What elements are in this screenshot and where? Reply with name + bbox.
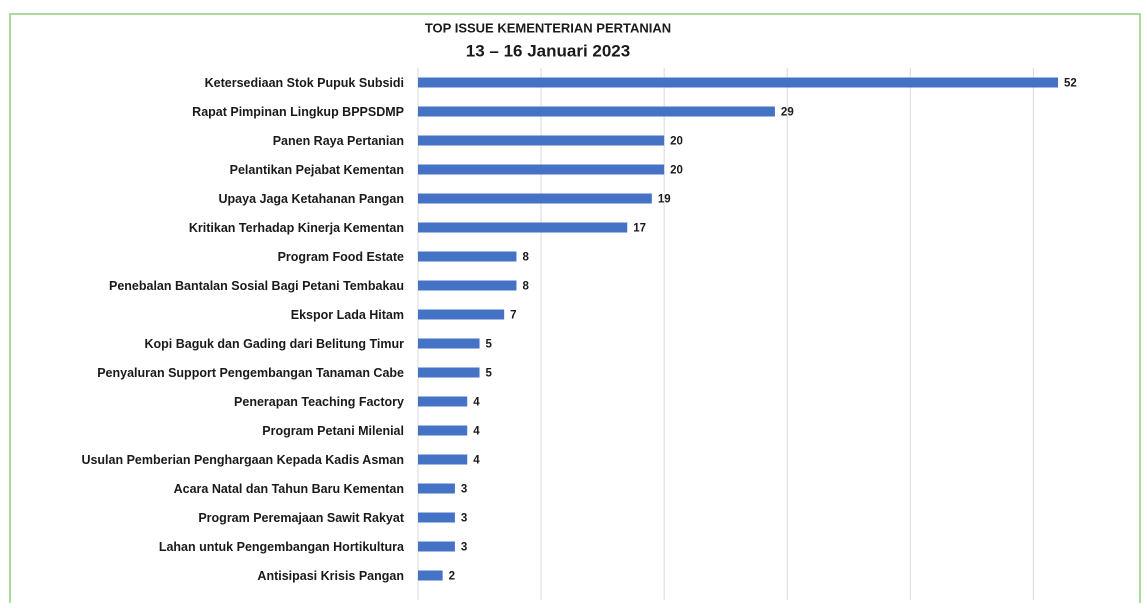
bar [418,77,1058,88]
y-tick-label: Upaya Jaga Ketahanan Pangan [219,192,404,206]
frame [9,13,1141,608]
bar [418,193,652,204]
bar [418,541,455,552]
bar [418,512,455,523]
y-tick-label: Pelantikan Pejabat Kementan [230,163,404,177]
value-label: 3 [461,542,467,554]
chart-subtitle: 13 – 16 Januari 2023 [466,41,630,60]
value-label: 4 [473,397,480,409]
bar [418,251,517,262]
bar [418,309,505,320]
y-tick-label: Antisipasi Krisis Pangan [257,569,404,583]
y-tick-label: Usulan Pemberian Penghargaan Kepada Kadi… [81,453,404,467]
value-label: 5 [486,368,493,380]
y-tick-label: Penebalan Bantalan Sosial Bagi Petani Te… [109,279,404,293]
y-tick-label: Program Petani Milenial [262,424,404,438]
y-tick-label: Penerapan Teaching Factory [234,395,404,409]
y-tick-label: Program Food Estate [278,250,404,264]
bar [418,570,443,581]
value-label: 7 [510,310,516,322]
bar [418,454,468,465]
value-label: 3 [461,484,467,496]
value-label: 29 [781,107,794,119]
bar [418,106,775,117]
bar [418,280,517,291]
y-tick-label: Rapat Pimpinan Lingkup BPPSDMP [192,105,404,119]
y-tick-label: Lahan untuk Pengembangan Hortikultura [159,540,405,554]
y-tick-label: Penyaluran Support Pengembangan Tanaman … [97,366,404,380]
value-label: 4 [473,455,480,467]
y-tick-label: Program Peremajaan Sawit Rakyat [198,511,404,525]
y-tick-label: Kopi Baguk dan Gading dari Belitung Timu… [144,337,404,351]
y-tick-label: Panen Raya Pertanian [273,134,404,148]
bar [418,483,455,494]
value-label: 3 [461,513,467,525]
value-label: 19 [658,194,671,206]
value-label: 8 [522,252,529,264]
bar [418,396,468,407]
value-label: 4 [473,426,480,438]
value-label: 8 [522,281,529,293]
bar [418,425,468,436]
y-tick-label: Kritikan Terhadap Kinerja Kementan [189,221,404,235]
value-label: 20 [670,136,683,148]
chart-title: TOP ISSUE KEMENTERIAN PERTANIAN [425,20,671,35]
bar [418,367,480,378]
value-label: 2 [449,571,455,583]
y-tick-label: Ekspor Lada Hitam [291,308,404,322]
value-label: 52 [1064,78,1077,90]
bar [418,338,480,349]
y-tick-label: Ketersediaan Stok Pupuk Subsidi [205,76,404,90]
bar [418,222,628,233]
bar [418,135,665,146]
value-label: 20 [670,165,683,177]
value-label: 17 [633,223,646,235]
value-label: 5 [486,339,493,351]
y-tick-label: Acara Natal dan Tahun Baru Kementan [174,482,404,496]
bar [418,164,665,175]
